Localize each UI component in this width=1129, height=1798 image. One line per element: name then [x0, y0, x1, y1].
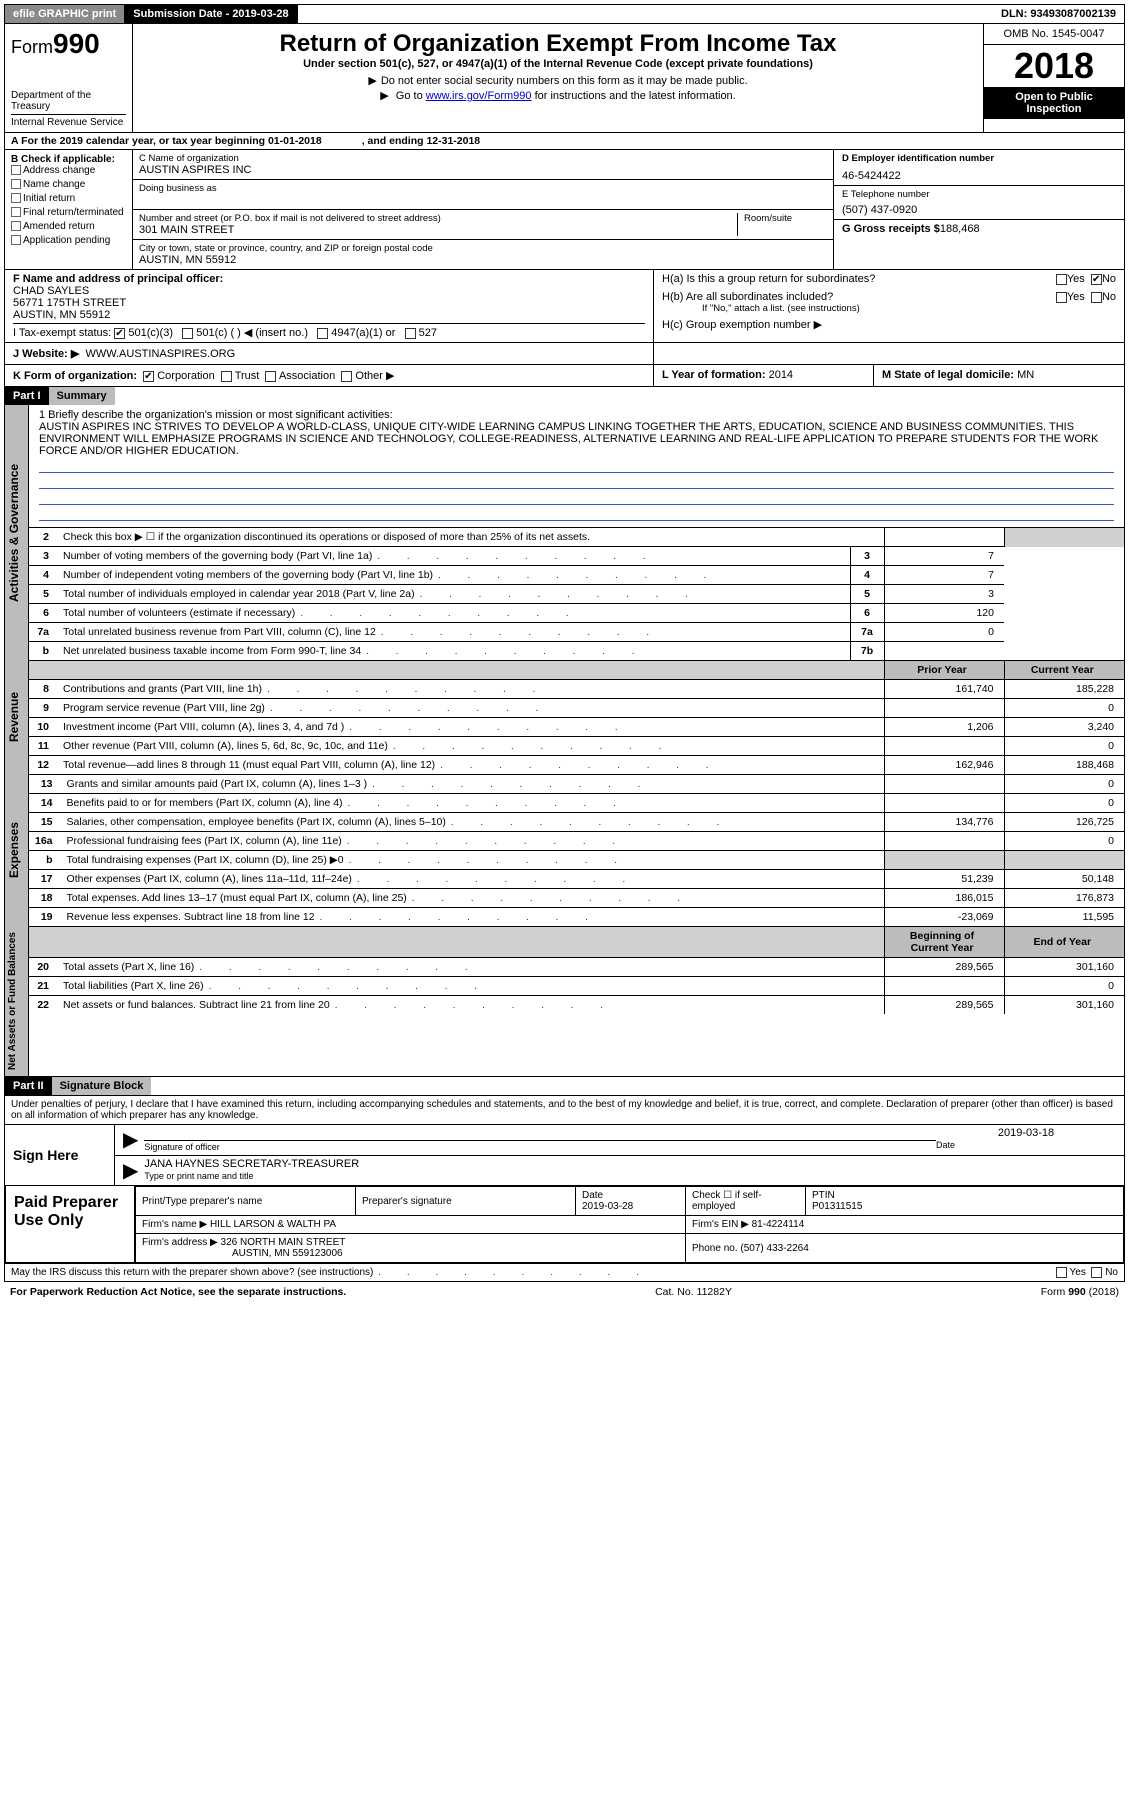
sign-arrow-icon: ▶	[123, 1127, 138, 1153]
checkbox-final-return-terminated[interactable]: Final return/terminated	[11, 207, 126, 218]
ssn-note: Do not enter social security numbers on …	[143, 74, 973, 87]
gross-receipts: 188,468	[940, 223, 980, 235]
part-ii: Part IISignature Block	[4, 1077, 1125, 1096]
row-a-tax-year: A For the 2019 calendar year, or tax yea…	[4, 133, 1125, 150]
col-b-checkboxes: B Check if applicable: Address changeNam…	[5, 150, 133, 269]
signature-block: Sign Here ▶ Signature of officer 2019-03…	[4, 1125, 1125, 1186]
corp-checkbox[interactable]	[143, 371, 154, 382]
org-info-block: B Check if applicable: Address changeNam…	[4, 150, 1125, 269]
penalty-text: Under penalties of perjury, I declare th…	[4, 1096, 1125, 1125]
col-c-org: C Name of organization AUSTIN ASPIRES IN…	[133, 150, 834, 269]
irs-label: Internal Revenue Service	[11, 114, 126, 128]
part-i: Part ISummary Activities & Governance 1 …	[4, 387, 1125, 1077]
header-bar: efile GRAPHIC print Submission Date - 20…	[4, 4, 1125, 24]
checkbox-amended-return[interactable]: Amended return	[11, 221, 126, 232]
org-city: AUSTIN, MN 55912	[139, 254, 827, 266]
submission-date: Submission Date - 2019-03-28	[125, 5, 297, 23]
footer: For Paperwork Reduction Act Notice, see …	[4, 1282, 1125, 1302]
vtab-revenue: Revenue	[5, 660, 29, 774]
form-subtitle: Under section 501(c), 527, or 4947(a)(1)…	[143, 58, 973, 70]
open-public: Open to Public Inspection	[984, 87, 1124, 119]
checkbox-address-change[interactable]: Address change	[11, 165, 126, 176]
goto-note: Go to www.irs.gov/Form990 for instructio…	[143, 89, 973, 102]
form-title: Return of Organization Exempt From Incom…	[143, 30, 973, 58]
row-k: K Form of organization: Corporation Trus…	[4, 365, 1125, 387]
501c3-checkbox[interactable]	[114, 328, 125, 339]
ptin: P01311515	[812, 1201, 862, 1212]
row-j: J Website: ▶ WWW.AUSTINASPIRES.ORG	[4, 343, 1125, 365]
checkbox-initial-return[interactable]: Initial return	[11, 193, 126, 204]
form-header: Form990 Department of the Treasury Inter…	[4, 24, 1125, 133]
paid-preparer-block: Paid Preparer Use Only Print/Type prepar…	[4, 1186, 1125, 1264]
omb-number: OMB No. 1545-0047	[984, 24, 1124, 45]
org-name: AUSTIN ASPIRES INC	[139, 164, 827, 176]
officer-sig: JANA HAYNES SECRETARY-TREASURER	[144, 1158, 1116, 1170]
row-fh: F Name and address of principal officer:…	[4, 269, 1125, 343]
checkbox-application-pending[interactable]: Application pending	[11, 235, 126, 246]
firm-name: HILL LARSON & WALTH PA	[210, 1219, 336, 1230]
mission-text: AUSTIN ASPIRES INC STRIVES TO DEVELOP A …	[39, 421, 1114, 457]
efile-label: efile GRAPHIC print	[5, 5, 125, 23]
tax-year: 2018	[984, 45, 1124, 87]
phone: (507) 437-0920	[842, 204, 1116, 216]
form990-link[interactable]: www.irs.gov/Form990	[426, 90, 532, 102]
vtab-expenses: Expenses	[5, 774, 29, 926]
col-deg: D Employer identification number 46-5424…	[834, 150, 1124, 269]
line1-label: 1 Briefly describe the organization's mi…	[39, 409, 1114, 421]
dept-label: Department of the Treasury	[11, 90, 126, 112]
org-street: 301 MAIN STREET	[139, 224, 737, 236]
vtab-net: Net Assets or Fund Balances	[5, 926, 29, 1076]
officer-name: CHAD SAYLES	[13, 285, 645, 297]
form-number: Form990	[11, 28, 126, 60]
ein: 46-5424422	[842, 170, 1116, 182]
website: WWW.AUSTINASPIRES.ORG	[85, 348, 235, 360]
discuss-row: May the IRS discuss this return with the…	[4, 1264, 1125, 1282]
group-return-no[interactable]	[1091, 274, 1102, 285]
vtab-governance: Activities & Governance	[5, 405, 29, 660]
checkbox-name-change[interactable]: Name change	[11, 179, 126, 190]
dln: DLN: 93493087002139	[993, 5, 1124, 23]
